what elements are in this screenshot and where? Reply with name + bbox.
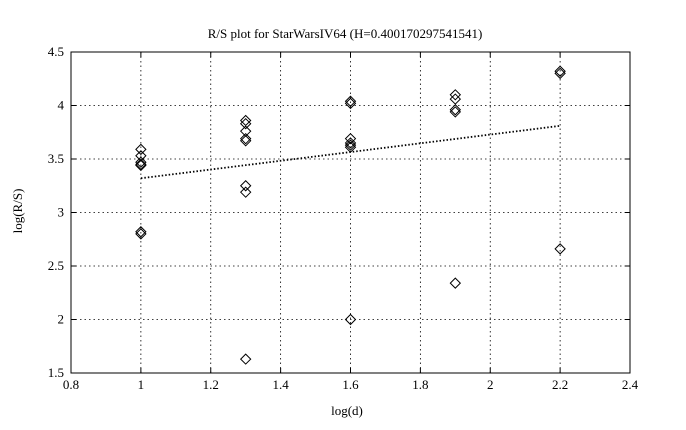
x-tick-label: 2.2 <box>552 377 568 392</box>
y-tick-label: 2.5 <box>48 258 64 273</box>
data-point-6 <box>135 228 147 240</box>
y-axis-label: log(R/S) <box>10 189 25 234</box>
data-point-24 <box>449 104 462 116</box>
data-point-3 <box>135 158 147 171</box>
data-point-19 <box>344 139 357 151</box>
data-point-14 <box>239 353 252 365</box>
data-point-5 <box>135 226 147 238</box>
data-point-25 <box>449 106 462 118</box>
data-point-27 <box>554 65 566 77</box>
x-tick-label: 2 <box>487 377 494 392</box>
data-point-29 <box>554 243 566 255</box>
plot-axes <box>70 51 631 374</box>
y-tick-label: 4 <box>58 98 65 113</box>
chart-title: R/S plot for StarWarsIV64 (H=0.400170297… <box>208 26 483 41</box>
x-tick-label: 1.2 <box>203 377 219 392</box>
x-tick-label: 1 <box>138 377 145 392</box>
y-tick-label: 4.5 <box>48 44 64 59</box>
data-point-10 <box>239 132 252 145</box>
tick-labels: 0.8 1 1.2 1.4 1.6 1.8 2 2.2 2.4 1.5 2 2.5 3 3.5 4 4.5 <box>48 44 639 392</box>
data-point-26 <box>449 277 462 289</box>
x-tick-label: 1.6 <box>342 377 359 392</box>
data-point-20 <box>344 141 357 153</box>
x-tick-label: 2.4 <box>622 377 639 392</box>
y-tick-label: 2 <box>58 312 65 327</box>
data-point-2 <box>135 156 147 168</box>
data-point-13 <box>239 186 252 198</box>
data-point-21 <box>344 313 357 326</box>
data-point-0 <box>135 143 147 156</box>
data-point-17 <box>344 132 357 145</box>
data-point-22 <box>449 89 462 101</box>
data-point-11 <box>239 135 252 147</box>
x-tick-label: 1.4 <box>273 377 290 392</box>
data-point-28 <box>554 67 566 80</box>
scatter-points <box>135 65 566 365</box>
data-point-16 <box>344 97 357 110</box>
data-point-15 <box>344 95 357 107</box>
plot-frame <box>70 51 631 374</box>
data-point-18 <box>344 137 357 149</box>
y-tick-label: 1.5 <box>48 365 64 380</box>
x-tick-label: 1.8 <box>412 377 428 392</box>
y-tick-label: 3.5 <box>48 151 64 166</box>
grid-lines <box>71 52 630 373</box>
data-point-8 <box>239 117 252 130</box>
y-tick-label: 3 <box>58 205 65 220</box>
data-point-4 <box>135 159 147 172</box>
x-axis-label: log(d) <box>331 403 363 418</box>
data-point-12 <box>239 180 252 192</box>
x-tick-label: 0.8 <box>63 377 79 392</box>
